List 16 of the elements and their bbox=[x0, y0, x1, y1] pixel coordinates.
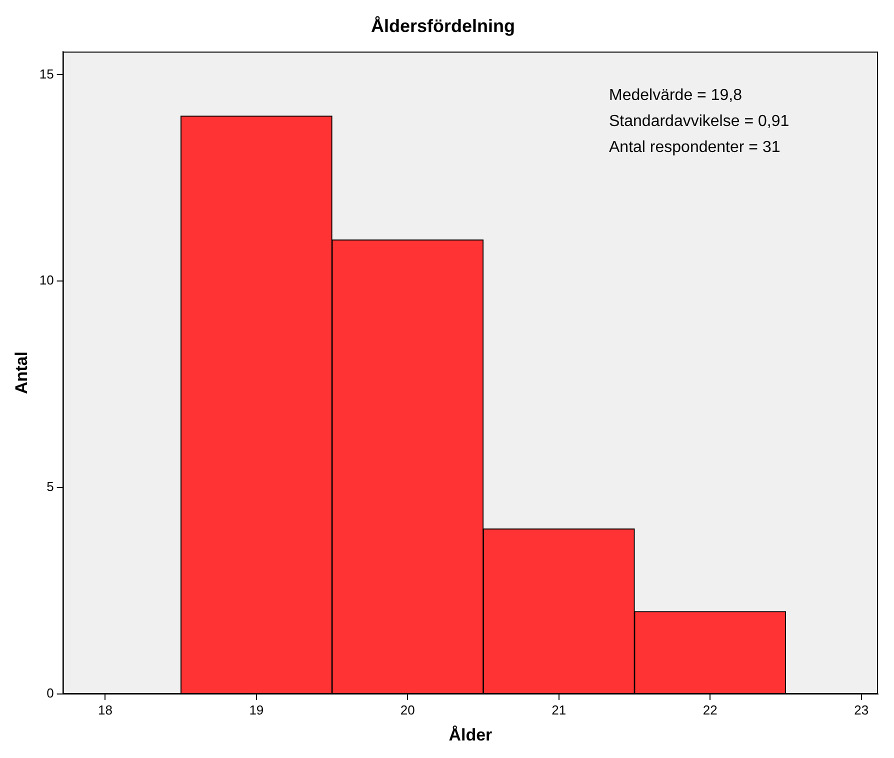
x-tick-label: 18 bbox=[98, 702, 112, 718]
x-tick-label: 23 bbox=[854, 702, 869, 718]
annotation: Medelvärde = 19,8 bbox=[609, 87, 742, 104]
y-tick-label: 15 bbox=[39, 66, 54, 82]
x-tick-label: 19 bbox=[249, 702, 264, 718]
y-tick-label: 10 bbox=[39, 272, 54, 288]
y-axis-title: Antal bbox=[12, 352, 31, 394]
y-tick-label: 5 bbox=[46, 479, 54, 494]
x-tick-label: 22 bbox=[702, 702, 718, 718]
chart-title: Åldersfördelning bbox=[370, 16, 516, 36]
x-tick-label: 21 bbox=[552, 702, 566, 718]
annotation: Antal respondenter = 31 bbox=[609, 139, 780, 156]
x-axis-title: Ålder bbox=[448, 725, 493, 744]
x-tick-label: 20 bbox=[400, 702, 415, 718]
annotation: Standardavvikelse = 0,91 bbox=[609, 113, 790, 130]
y-tick-label: 0 bbox=[46, 686, 54, 701]
